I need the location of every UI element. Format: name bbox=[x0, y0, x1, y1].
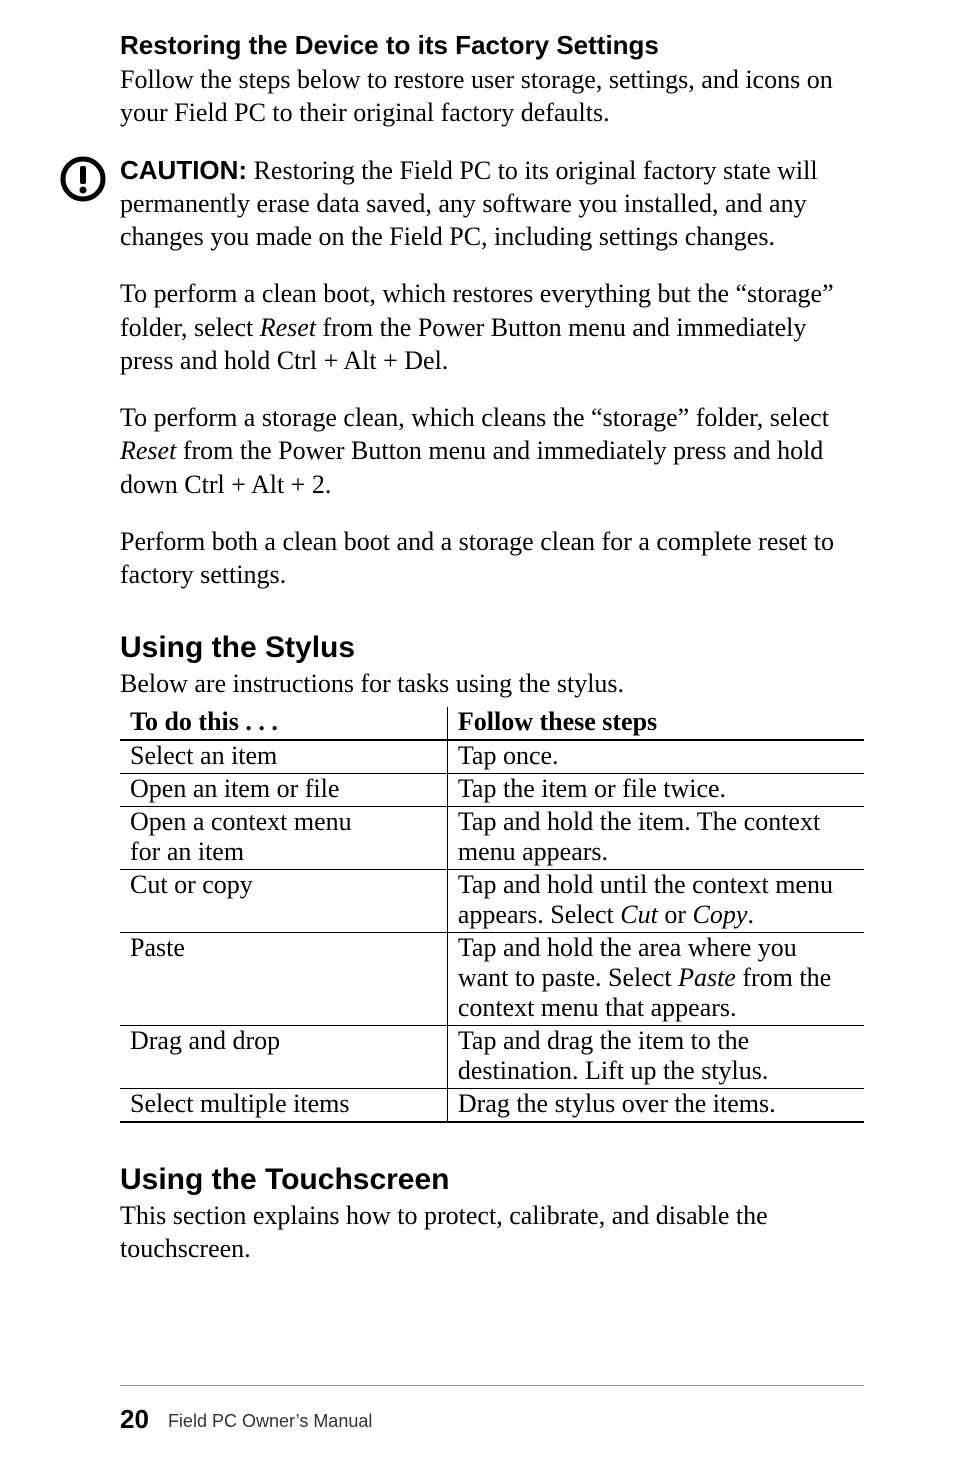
both-para: Perform both a clean boot and a storage … bbox=[120, 525, 864, 592]
caution-text: CAUTION: Restoring the Field PC to its o… bbox=[120, 154, 864, 254]
reset-italic-2: Reset bbox=[120, 436, 176, 465]
cell: Open a context menu for an item bbox=[120, 806, 447, 869]
cell: Cut or copy bbox=[120, 869, 447, 932]
storage-clean-para: To perform a storage clean, which cleans… bbox=[120, 401, 864, 501]
page: Restoring the Device to its Factory Sett… bbox=[0, 0, 954, 1475]
caution-icon bbox=[60, 154, 120, 202]
cell: Select multiple items bbox=[120, 1088, 447, 1122]
cell: Tap and hold the item. The context menu … bbox=[447, 806, 864, 869]
table-row: Open a context menu for an item Tap and … bbox=[120, 806, 864, 869]
caution-block: CAUTION: Restoring the Field PC to its o… bbox=[60, 154, 864, 254]
text: Open a context menu bbox=[130, 807, 352, 836]
reset-italic-1: Reset bbox=[260, 313, 316, 342]
text: destination. Lift up the stylus. bbox=[458, 1056, 769, 1085]
cell: Tap once. bbox=[447, 740, 864, 774]
table-row: Select multiple items Drag the stylus ov… bbox=[120, 1088, 864, 1122]
page-footer: 20 Field PC Owner’s Manual bbox=[120, 1385, 864, 1435]
text: from the bbox=[736, 963, 831, 992]
cell: Drag the stylus over the items. bbox=[447, 1088, 864, 1122]
text: context menu that appears. bbox=[458, 993, 737, 1022]
footer-title: Field PC Owner’s Manual bbox=[168, 1411, 372, 1431]
heading-restoring: Restoring the Device to its Factory Sett… bbox=[120, 30, 864, 61]
stylus-table: To do this . . . Follow these steps Sele… bbox=[120, 707, 864, 1123]
page-number: 20 bbox=[120, 1404, 149, 1434]
cut-italic: Cut bbox=[620, 900, 658, 929]
cell: Drag and drop bbox=[120, 1025, 447, 1088]
text: from the Power Button menu and immediate… bbox=[120, 436, 823, 498]
table-row: Open an item or file Tap the item or fil… bbox=[120, 773, 864, 806]
caution-label: CAUTION: bbox=[120, 155, 247, 185]
cell: Tap and hold the area where you want to … bbox=[447, 932, 864, 1025]
text: Tap and drag the item to the bbox=[458, 1026, 749, 1055]
text: To perform a storage clean, which cleans… bbox=[120, 403, 829, 432]
text: Tap and hold the item. The context bbox=[458, 807, 820, 836]
table-row: Drag and drop Tap and drag the item to t… bbox=[120, 1025, 864, 1088]
text: Tap and hold the area where you bbox=[458, 933, 797, 962]
cell: Tap and drag the item to the destination… bbox=[447, 1025, 864, 1088]
cell: Paste bbox=[120, 932, 447, 1025]
text: menu appears. bbox=[458, 837, 608, 866]
heading-stylus: Using the Stylus bbox=[120, 631, 864, 665]
text: or bbox=[658, 900, 693, 929]
text: want to paste. Select bbox=[458, 963, 678, 992]
text: . bbox=[747, 900, 754, 929]
table-row: Paste Tap and hold the area where you wa… bbox=[120, 932, 864, 1025]
text: for an item bbox=[130, 837, 244, 866]
cell: Open an item or file bbox=[120, 773, 447, 806]
th-steps: Follow these steps bbox=[447, 707, 864, 740]
text: appears. Select bbox=[458, 900, 620, 929]
cell: Select an item bbox=[120, 740, 447, 774]
restore-intro: Follow the steps below to restore user s… bbox=[120, 63, 864, 130]
copy-italic: Copy bbox=[693, 900, 748, 929]
cell: Tap and hold until the context menu appe… bbox=[447, 869, 864, 932]
table-row: Cut or copy Tap and hold until the conte… bbox=[120, 869, 864, 932]
cell: Tap the item or file twice. bbox=[447, 773, 864, 806]
th-todo: To do this . . . bbox=[120, 707, 447, 740]
paste-italic: Paste bbox=[678, 963, 736, 992]
touch-intro: This section explains how to protect, ca… bbox=[120, 1199, 864, 1266]
heading-touchscreen: Using the Touchscreen bbox=[120, 1163, 864, 1197]
clean-boot-para: To perform a clean boot, which restores … bbox=[120, 277, 864, 377]
stylus-intro: Below are instructions for tasks using t… bbox=[120, 667, 864, 700]
table-row: Select an item Tap once. bbox=[120, 740, 864, 774]
table-header-row: To do this . . . Follow these steps bbox=[120, 707, 864, 740]
text: Tap and hold until the context menu bbox=[458, 870, 833, 899]
